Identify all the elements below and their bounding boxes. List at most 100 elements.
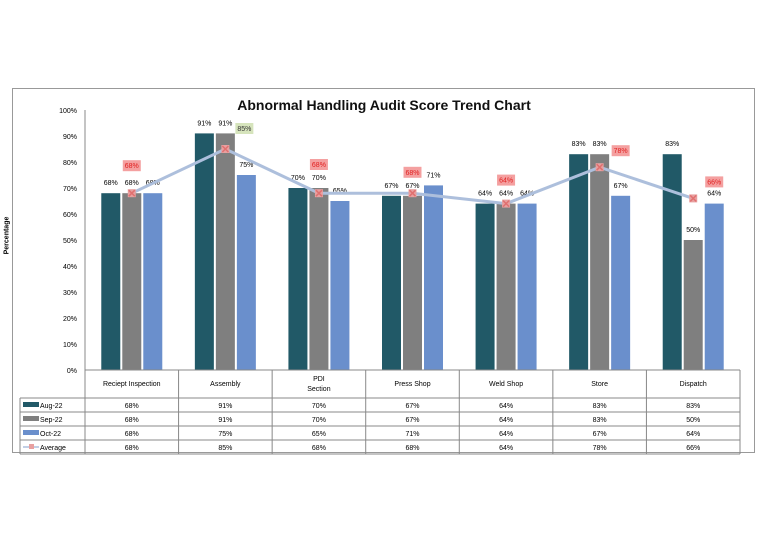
bar-sep-22: [403, 195, 422, 370]
table-cell: 68%: [125, 445, 139, 452]
table-cell: 68%: [312, 445, 326, 452]
bar-data-label: 71%: [426, 172, 440, 179]
bar-oct-22: [330, 201, 350, 370]
legend-key-average-marker: [29, 444, 34, 449]
table-cell: 50%: [686, 417, 700, 424]
legend-key-aug-22: [23, 402, 39, 407]
bar-data-label: 68%: [125, 180, 139, 187]
table-cell: 64%: [499, 431, 513, 438]
legend-label: Aug-22: [40, 403, 63, 410]
table-cell: 75%: [218, 431, 232, 438]
y-tick-label: 0%: [67, 368, 77, 375]
table-cell: 67%: [593, 431, 607, 438]
x-category-label: Assembly: [210, 381, 241, 388]
bar-sep-22: [683, 240, 703, 370]
x-category-label: Reciept Inspection: [103, 381, 161, 388]
x-category-label: Weld Shop: [489, 381, 523, 388]
table-cell: 64%: [499, 417, 513, 424]
bar-data-label: 67%: [614, 183, 628, 190]
bar-oct-22: [424, 185, 443, 370]
bar-data-label: 64%: [499, 191, 513, 198]
y-tick-label: 10%: [63, 342, 77, 349]
chart-frame: [12, 88, 755, 453]
bar-aug-22: [662, 154, 682, 370]
y-tick-label: 60%: [63, 212, 77, 219]
table-cell: 85%: [218, 445, 232, 452]
bar-data-label: 67%: [405, 183, 419, 190]
table-cell: 68%: [125, 431, 139, 438]
bar-sep-22: [590, 154, 610, 370]
average-data-label: 66%: [707, 179, 721, 186]
table-cell: 71%: [405, 431, 419, 438]
bar-data-label: 50%: [686, 227, 700, 234]
y-tick-label: 100%: [59, 108, 77, 115]
bar-data-label: 83%: [665, 141, 679, 148]
bar-aug-22: [101, 193, 121, 370]
bar-data-label: 67%: [384, 183, 398, 190]
table-cell: 67%: [405, 403, 419, 410]
bar-aug-22: [194, 133, 214, 370]
average-label-bg: [705, 176, 724, 188]
bar-sep-22: [122, 193, 142, 370]
table-cell: 78%: [593, 445, 607, 452]
average-label-bg: [309, 159, 328, 170]
table-cell: 91%: [218, 403, 232, 410]
x-category-label: Dispatch: [680, 381, 707, 388]
bar-oct-22: [704, 203, 724, 370]
bar-data-label: 70%: [312, 175, 326, 182]
average-marker-x: [408, 189, 417, 197]
table-cell: 70%: [312, 403, 326, 410]
x-category-label: Store: [591, 381, 608, 388]
legend-label: Average: [40, 445, 66, 452]
bar-data-label: 91%: [197, 120, 211, 127]
table-cell: 64%: [686, 431, 700, 438]
y-tick-label: 90%: [63, 134, 77, 141]
legend-label: Oct-22: [40, 431, 61, 438]
average-marker-x: [221, 145, 229, 153]
average-marker-x: [315, 189, 323, 197]
bar-oct-22: [611, 195, 631, 370]
legend-key-oct-22: [23, 430, 39, 435]
bar-sep-22: [215, 133, 235, 370]
average-data-label: 68%: [125, 163, 139, 170]
table-cell: 83%: [593, 403, 607, 410]
table-cell: 67%: [405, 417, 419, 424]
x-category-label: Press Shop: [394, 381, 430, 388]
table-cell: 68%: [125, 403, 139, 410]
bar-data-label: 70%: [291, 175, 305, 182]
average-label-bg: [611, 145, 630, 157]
y-tick-label: 40%: [63, 264, 77, 271]
average-marker-x: [689, 194, 697, 202]
average-label-bg: [235, 123, 254, 134]
y-tick-label: 50%: [63, 238, 77, 245]
chart-title: Abnormal Handling Audit Score Trend Char…: [237, 97, 531, 113]
average-label-bg: [497, 174, 516, 186]
y-tick-label: 30%: [63, 290, 77, 297]
table-cell: 68%: [125, 417, 139, 424]
average-data-label: 85%: [237, 126, 251, 133]
bar-aug-22: [569, 154, 589, 370]
bar-sep-22: [309, 188, 329, 370]
average-label-bg: [122, 160, 141, 172]
average-data-label: 78%: [614, 148, 628, 155]
average-data-label: 64%: [499, 178, 513, 185]
average-marker-x: [596, 163, 604, 171]
legend-key-sep-22: [23, 416, 39, 421]
bar-data-label: 64%: [707, 191, 721, 198]
bar-data-label: 64%: [478, 191, 492, 198]
legend-label: Sep-22: [40, 417, 63, 424]
table-cell: 64%: [499, 445, 513, 452]
average-label-bg: [403, 166, 422, 178]
bar-oct-22: [236, 175, 256, 370]
table-cell: 70%: [312, 417, 326, 424]
bar-sep-22: [496, 203, 516, 370]
bar-data-label: 91%: [218, 120, 232, 127]
bar-oct-22: [517, 203, 537, 370]
bar-data-label: 68%: [104, 180, 118, 187]
y-tick-label: 80%: [63, 160, 77, 167]
y-tick-label: 70%: [63, 186, 77, 193]
table-cell: 68%: [405, 445, 419, 452]
average-data-label: 68%: [312, 162, 326, 169]
table-cell: 83%: [593, 417, 607, 424]
